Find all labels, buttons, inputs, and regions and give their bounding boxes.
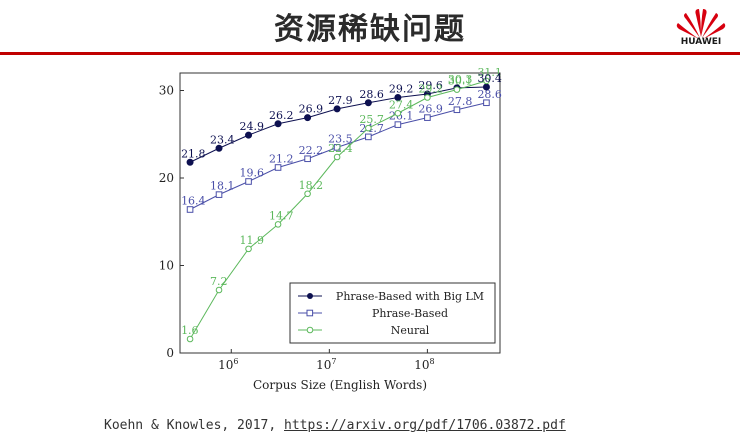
data-label: 26.2	[269, 109, 294, 122]
data-point	[274, 164, 282, 171]
data-point	[483, 77, 490, 85]
data-label: 27.8	[448, 95, 473, 108]
x-tick-label: 108	[414, 357, 434, 372]
plot-frame	[179, 72, 501, 354]
data-label: 30.3	[448, 73, 473, 86]
data-label: 29.6	[418, 79, 443, 92]
data-point	[215, 286, 223, 294]
y-tick-label: 30	[159, 84, 174, 98]
legend-label: Neural	[391, 324, 430, 337]
y-tick-label: 20	[159, 171, 174, 185]
data-label: 26.9	[418, 103, 443, 116]
data-label: 24.9	[240, 120, 265, 133]
citation-link[interactable]: https://arxiv.org/pdf/1706.03872.pdf	[284, 418, 566, 433]
data-point	[453, 106, 461, 114]
data-label: 21.2	[269, 153, 294, 166]
legend-marker	[306, 326, 314, 334]
data-label: 18.2	[299, 179, 324, 192]
data-point	[424, 94, 431, 101]
data-point	[304, 114, 312, 122]
data-label: 16.4	[181, 195, 206, 208]
data-point	[186, 335, 194, 343]
data-label: 14.7	[269, 209, 294, 222]
legend-label: Phrase-Based with Big LM	[336, 290, 484, 303]
data-point	[394, 109, 402, 117]
y-tick-label: 10	[159, 259, 174, 273]
data-label: 23.5	[328, 132, 353, 145]
huawei-logo-icon	[676, 9, 726, 39]
data-label: 18.1	[210, 180, 235, 193]
legend-marker	[307, 293, 313, 299]
data-point	[274, 120, 282, 128]
data-point	[394, 94, 402, 101]
data-label: 27.4	[389, 98, 414, 111]
data-point	[333, 153, 341, 161]
data-point	[394, 121, 402, 128]
x-tick-label: 107	[316, 357, 336, 372]
data-label: 28.6	[359, 88, 384, 101]
data-label: 22.2	[299, 144, 324, 157]
data-point	[245, 245, 252, 253]
data-point	[304, 190, 311, 198]
data-point	[274, 221, 282, 228]
data-label: 30.1	[448, 75, 473, 88]
data-point	[245, 131, 253, 139]
data-label: 29.2	[389, 83, 414, 96]
legend-label: Phrase-Based	[372, 307, 448, 320]
legend-box	[289, 282, 496, 344]
data-label: 25.7	[359, 113, 384, 126]
legend-marker	[306, 309, 314, 317]
citation: Koehn & Knowles, 2017, https://arxiv.org…	[104, 418, 566, 433]
data-label: 11.9	[240, 234, 265, 247]
data-label: 29.2	[418, 83, 443, 96]
data-label: 7.2	[210, 275, 228, 288]
x-axis-label: Corpus Size (English Words)	[253, 378, 427, 392]
data-label: 21.8	[181, 147, 206, 160]
data-point	[215, 191, 223, 198]
title-divider	[0, 52, 740, 55]
x-tick-label: 106	[218, 357, 238, 372]
data-label: 22.4	[328, 142, 353, 155]
data-point	[245, 178, 252, 185]
data-point	[186, 206, 194, 213]
slide-title: 资源稀缺问题	[274, 12, 466, 47]
logo-wordmark: HUAWEI	[680, 37, 722, 47]
data-label: 19.6	[240, 167, 265, 180]
data-label: 1.6	[181, 324, 199, 337]
data-label: 30.4	[477, 72, 502, 85]
data-point	[365, 124, 372, 132]
data-label: 26.9	[299, 103, 324, 116]
chart: 0 10 20 30 106 107 108 Corpus Size (English Wor…	[159, 68, 502, 392]
data-point	[483, 99, 490, 107]
data-label: 23.4	[210, 133, 235, 146]
y-tick-label: 0	[166, 346, 174, 360]
data-point	[453, 86, 461, 93]
data-point	[215, 144, 223, 152]
data-label: 31.1	[477, 68, 502, 79]
data-point	[365, 133, 372, 141]
data-point	[333, 144, 341, 151]
data-point	[424, 114, 431, 121]
data-point	[333, 105, 341, 113]
data-point	[186, 158, 194, 166]
data-point	[304, 155, 311, 163]
data-label: 28.6	[477, 88, 502, 101]
data-point	[364, 99, 372, 107]
citation-text: Koehn & Knowles, 2017,	[104, 418, 285, 433]
data-label: 27.9	[328, 94, 353, 107]
